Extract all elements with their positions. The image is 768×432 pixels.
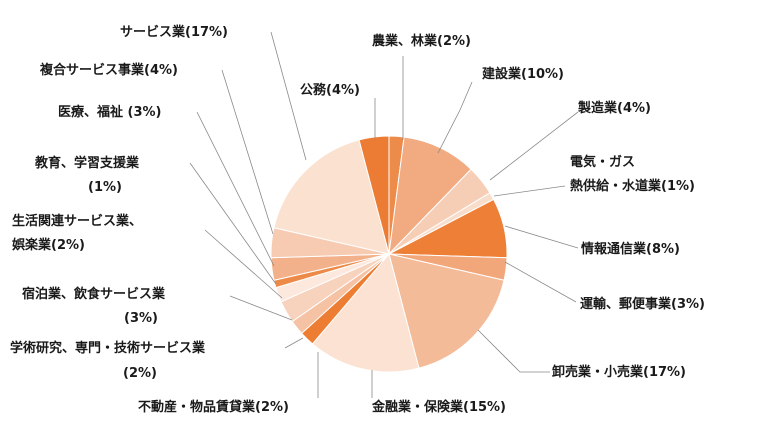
- label-public: 公務(4%): [300, 82, 360, 98]
- label-trans: 運輸、郵便事業(3%): [580, 296, 705, 312]
- leader-research: [284, 337, 304, 349]
- label-composite: 複合サービス事業(4%): [39, 62, 178, 78]
- label-hotel-line2: (3%): [124, 311, 158, 326]
- label-info: 情報通信業(8%): [581, 241, 680, 257]
- leader-edu: [189, 162, 277, 285]
- label-research-line2: (2%): [123, 366, 157, 381]
- leader-hotel: [229, 295, 293, 321]
- pie-slice-7: [311, 252, 420, 373]
- leader-retail: [477, 329, 550, 373]
- leader-info: [504, 225, 579, 249]
- leader-mfg: [489, 111, 579, 181]
- pie-slice-16: [358, 135, 390, 255]
- label-const: 建設業(10%): [482, 66, 564, 82]
- leader-living: [204, 229, 283, 299]
- leader-trans: [504, 261, 577, 303]
- label-hotel-line1: 宿泊業、飲食サービス業: [22, 286, 166, 302]
- leader-composite: [221, 69, 274, 235]
- pie-slice-1: [388, 136, 472, 256]
- label-research-line1: 学術研究、専門・技術サービス業: [10, 340, 206, 356]
- label-util-line2: 熱供給・水道業(1%): [570, 178, 695, 194]
- label-agri: 農業、林業(2%): [372, 33, 471, 49]
- slice-labels: 農業、林業(2%) 建設業(10%) 製造業(4%) 電気・ガス 熱供給・水道業…: [10, 24, 705, 415]
- label-edu-line1: 教育、学習支援業: [34, 155, 140, 171]
- label-living-line1: 生活関連サービス業、: [12, 213, 142, 229]
- label-retail: 卸売業・小売業(17%): [552, 364, 686, 380]
- pie-slices: [270, 135, 508, 373]
- leader-const: [437, 81, 473, 154]
- label-living-line2: 娯楽業(2%): [12, 237, 85, 253]
- label-fin: 金融業・保険業(15%): [371, 399, 506, 415]
- label-edu-line2: (1%): [88, 180, 122, 195]
- label-util-line1: 電気・ガス: [570, 154, 635, 170]
- leader-service: [270, 31, 307, 161]
- pie-slice-15: [273, 139, 390, 255]
- leader-medical: [196, 111, 275, 267]
- label-mfg: 製造業(4%): [577, 100, 651, 116]
- pie-slice-6: [388, 253, 505, 369]
- label-realestate: 不動産・物品賃貸業(2%): [138, 399, 289, 415]
- label-service: サービス業(17%): [120, 24, 228, 40]
- leader-lines: [189, 31, 579, 398]
- label-medical: 医療、福祉 (3%): [58, 104, 161, 120]
- leader-util: [493, 185, 566, 197]
